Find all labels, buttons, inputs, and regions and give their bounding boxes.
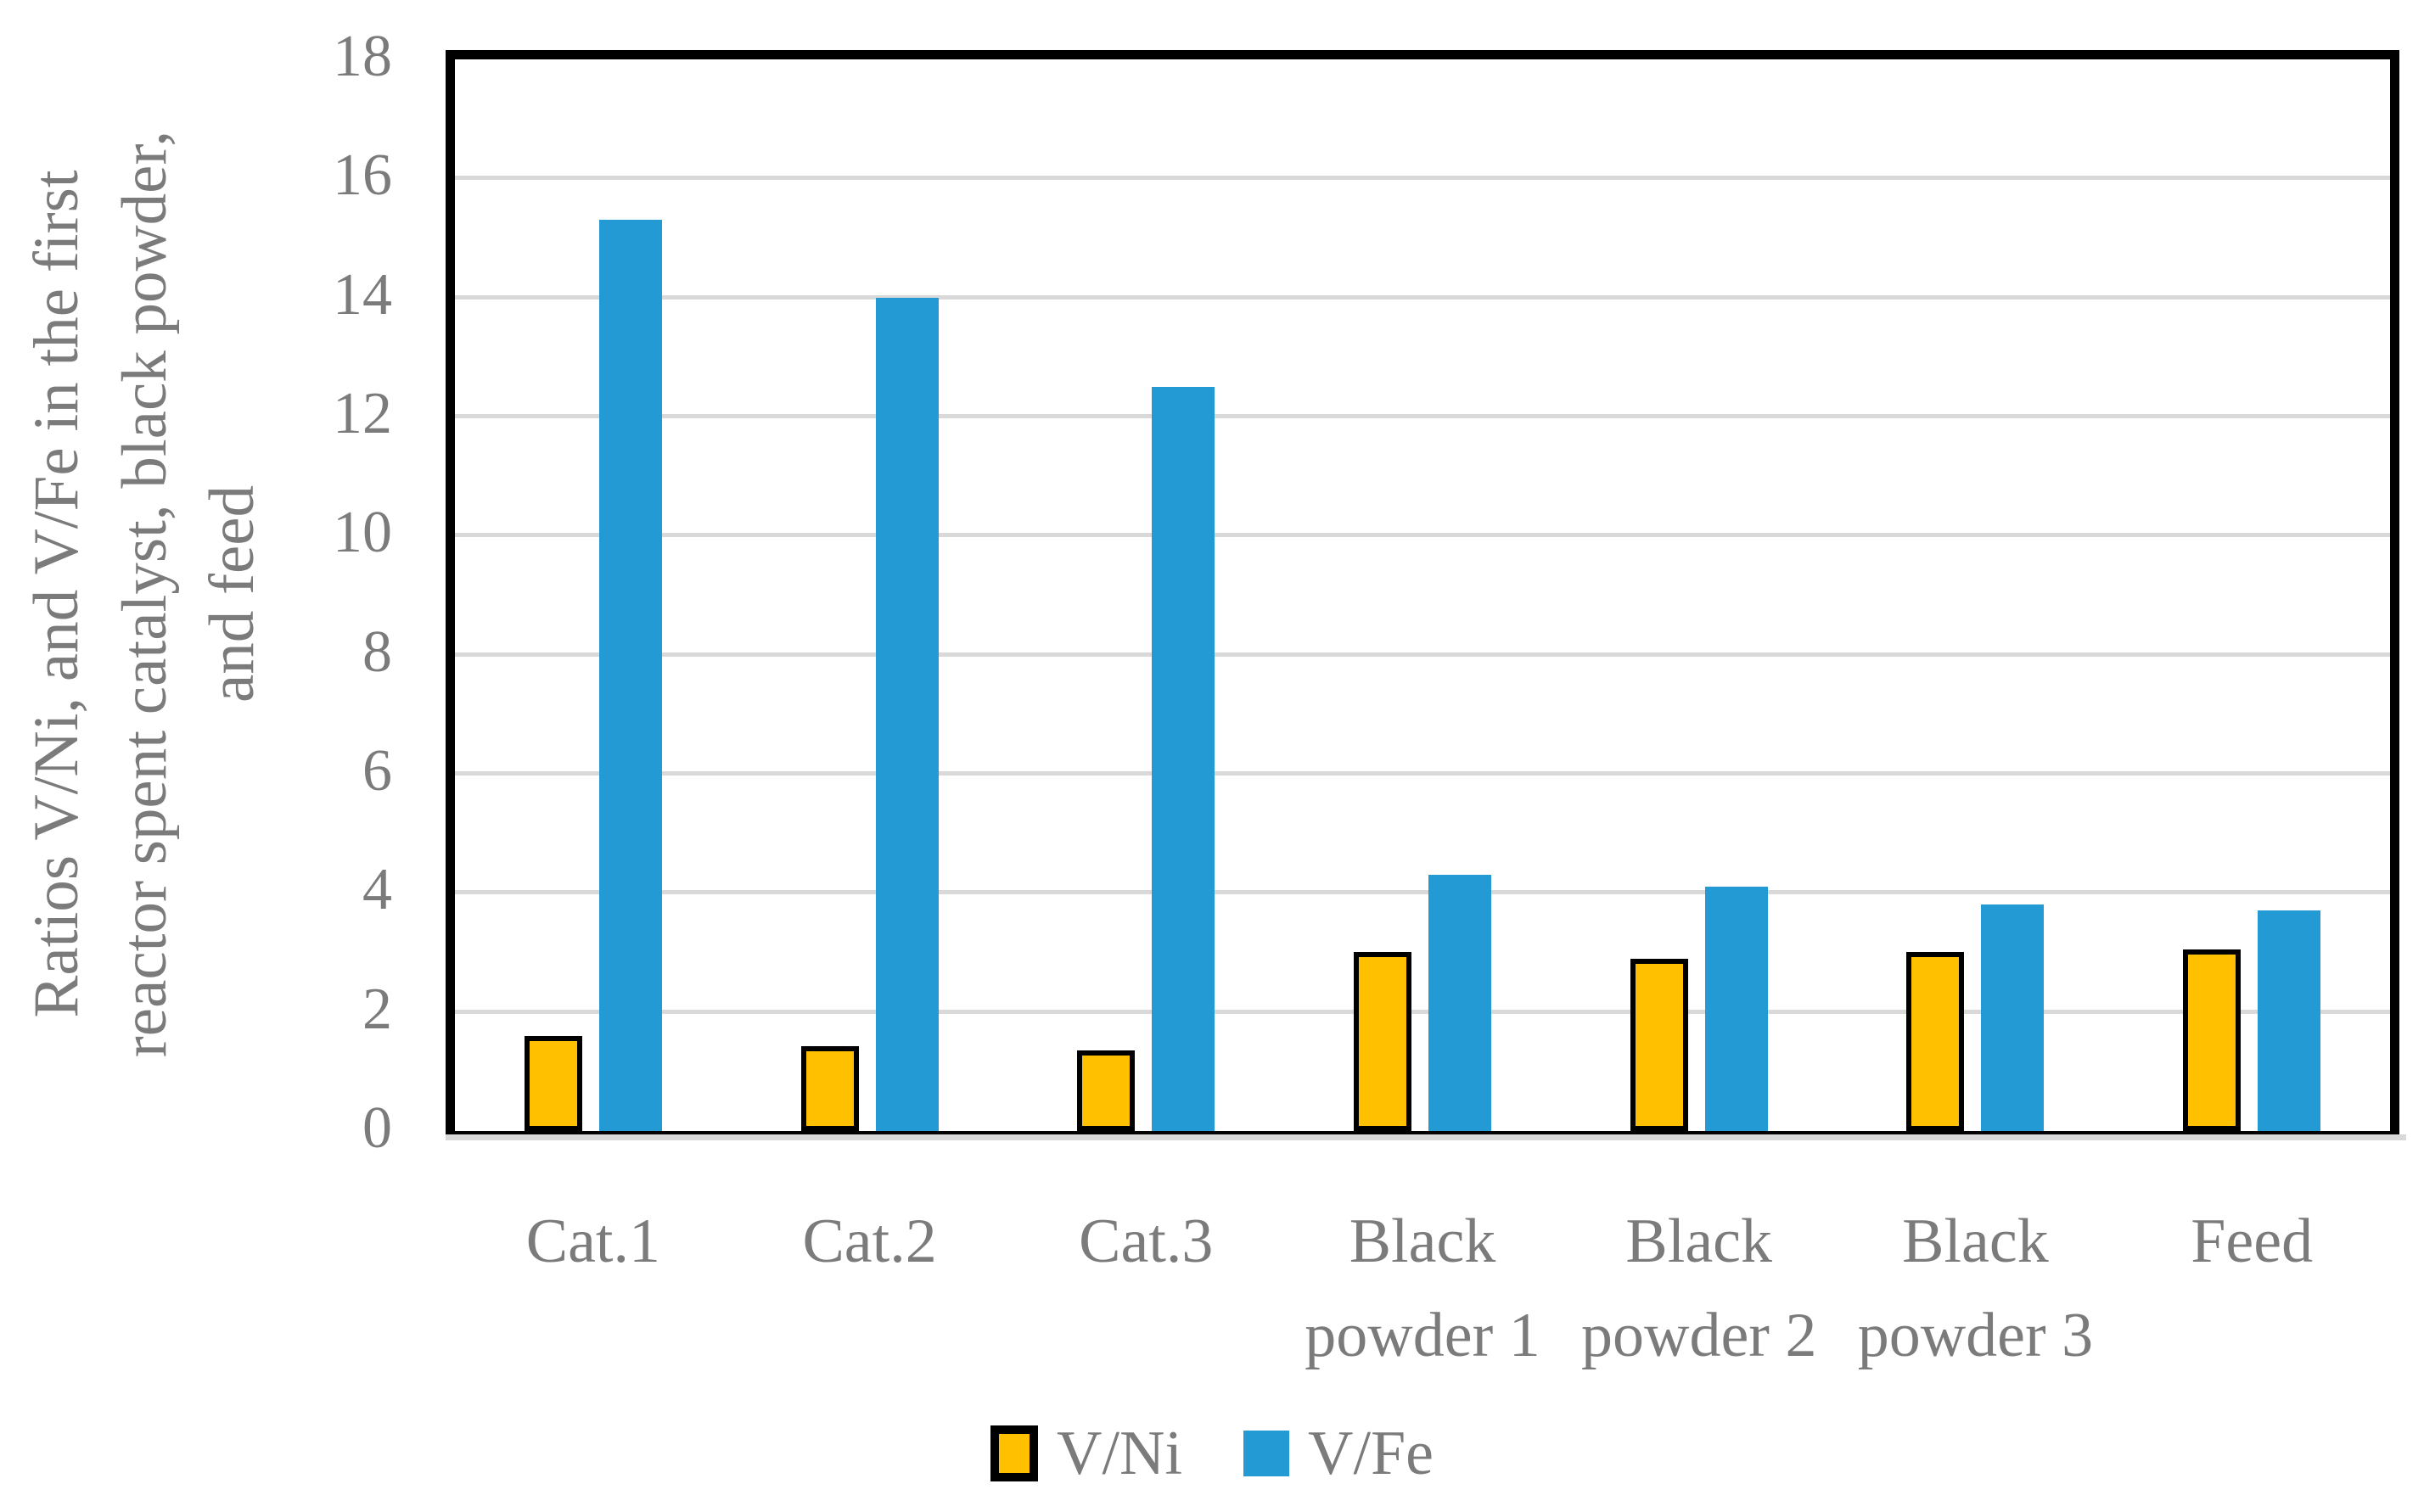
x-axis-label-black-powder-3: Black powder 3 [1838, 1195, 2114, 1383]
bar-v-fe-black-powder-1 [1428, 875, 1492, 1131]
x-axis-label-cat-2: Cat.2 [732, 1195, 1008, 1383]
y-axis-tick-label-16: 16 [333, 143, 392, 209]
y-axis-tick-label-8: 8 [362, 619, 392, 685]
x-axis-label-line: Black [1349, 1207, 1496, 1276]
bar-group-black-powder-1 [1284, 59, 1561, 1131]
bar-group-cat-1 [455, 59, 732, 1131]
legend: V/Ni V/Fe [0, 1422, 2424, 1485]
x-axis-label-line: powder 3 [1857, 1301, 2094, 1370]
gridline-14 [455, 294, 2390, 300]
legend-swatch-v-fe [1243, 1431, 1289, 1476]
y-axis-tick-label-0: 0 [362, 1095, 392, 1161]
bar-v-ni-cat-1 [524, 1036, 582, 1131]
bar-v-ni-cat-2 [800, 1046, 859, 1131]
x-axis-label-black-powder-1: Black powder 1 [1284, 1195, 1561, 1383]
bar-v-ni-black-powder-1 [1354, 952, 1412, 1131]
x-axis-label-line: powder 2 [1581, 1301, 1817, 1370]
bar-v-fe-cat-2 [875, 298, 939, 1131]
bar-group-black-powder-2 [1561, 59, 1838, 1131]
gridline-6 [455, 771, 2390, 776]
y-axis-tick-label-2: 2 [362, 976, 392, 1042]
bar-group-black-powder-3 [1838, 59, 2114, 1131]
gridlines-layer [455, 59, 2390, 1131]
bars-layer [455, 59, 2390, 1131]
bar-v-fe-black-powder-2 [1704, 887, 1768, 1131]
legend-label-v-ni: V/Ni [1057, 1419, 1182, 1488]
x-axis-label-cat-3: Cat.3 [1007, 1195, 1284, 1383]
plot-area [446, 50, 2399, 1134]
y-axis-tick-label-10: 10 [333, 500, 392, 566]
gridline-8 [455, 652, 2390, 657]
x-axis-under-strip [446, 1134, 2406, 1140]
legend-label-v-fe: V/Fe [1308, 1419, 1434, 1488]
bar-v-fe-cat-3 [1152, 387, 1215, 1131]
bar-group-cat-3 [1007, 59, 1284, 1131]
gridline-2 [455, 1009, 2390, 1014]
y-axis-tick-label-14: 14 [333, 261, 392, 328]
x-axis-label-line: powder 1 [1305, 1301, 1540, 1370]
y-axis-tick-label-18: 18 [333, 23, 392, 89]
y-axis-tick-label-6: 6 [362, 737, 392, 804]
gridline-16 [455, 176, 2390, 181]
x-axis-category-labels: Cat.1 Cat.2 Cat.3 Black powder 1 Black powder … [455, 1195, 2390, 1383]
gridline-12 [455, 414, 2390, 418]
y-axis-tick-label-4: 4 [362, 857, 392, 923]
gridline-10 [455, 533, 2390, 538]
legend-swatch-v-ni [990, 1425, 1038, 1481]
x-axis-label-line: Black [1625, 1207, 1773, 1276]
bar-v-ni-cat-3 [1077, 1050, 1136, 1131]
x-axis-label-line: Feed [2191, 1207, 2314, 1276]
x-axis-label-line: Cat.3 [1079, 1207, 1214, 1276]
bar-v-fe-cat-1 [598, 220, 662, 1131]
legend-item-v-fe: V/Fe [1243, 1422, 1434, 1485]
legend-item-v-ni: V/Ni [990, 1422, 1182, 1485]
y-axis-tick-labels: 0 2 4 6 8 10 12 14 16 18 [0, 24, 407, 1161]
gridline-4 [455, 890, 2390, 895]
x-axis-label-feed: Feed [2113, 1195, 2390, 1383]
bar-v-ni-black-powder-3 [1906, 952, 1965, 1131]
y-axis-tick-label-12: 12 [333, 380, 392, 446]
bar-v-ni-black-powder-2 [1630, 959, 1688, 1131]
x-axis-label-cat-1: Cat.1 [455, 1195, 732, 1383]
x-axis-label-line: Cat.1 [525, 1207, 660, 1276]
x-axis-label-line: Cat.2 [802, 1207, 937, 1276]
bar-v-fe-black-powder-3 [1981, 904, 2045, 1131]
bar-v-fe-feed [2258, 910, 2321, 1131]
bar-group-cat-2 [732, 59, 1008, 1131]
bar-v-ni-feed [2183, 949, 2242, 1131]
x-axis-label-black-powder-2: Black powder 2 [1561, 1195, 1838, 1383]
x-axis-label-line: Black [1902, 1207, 2049, 1276]
bar-group-feed [2113, 59, 2390, 1131]
